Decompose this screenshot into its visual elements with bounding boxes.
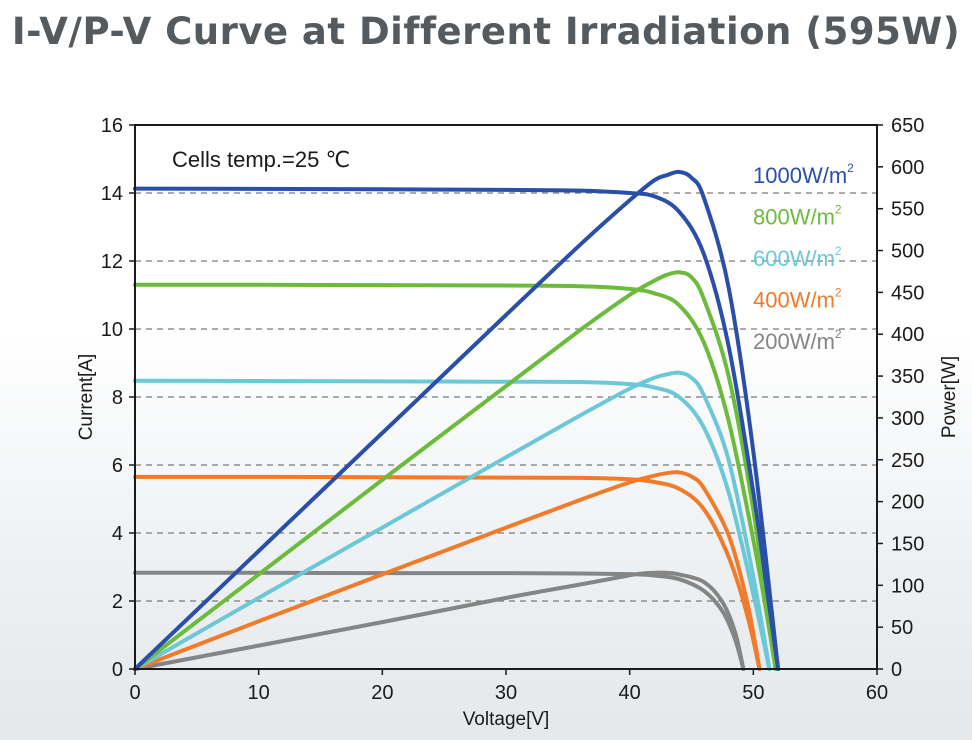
y-right-tick-label: 200 (891, 492, 924, 514)
pv-curve-1000wm (133, 169, 781, 671)
y-right-axis-ticks: 0 50 100 150 200 250 300 350 400 450 500 550 600 650 (877, 115, 924, 681)
y-left-axis-ticks: 0 2 4 6 8 10 12 14 16 (101, 115, 135, 681)
curve-layer (133, 169, 781, 671)
pv-curve-400wm (133, 470, 762, 671)
x-tick-label: 40 (619, 682, 641, 704)
y-left-axis-label: Current[A] (76, 354, 97, 441)
legend-superscript: 2 (847, 161, 854, 175)
x-axis-label: Voltage[V] (463, 709, 550, 730)
y-right-tick-label: 0 (891, 659, 902, 681)
y-right-tick-label: 400 (891, 324, 924, 346)
y-left-tick-label: 14 (101, 183, 123, 205)
y-right-tick-label: 350 (891, 366, 924, 388)
y-left-tick-label: 0 (112, 659, 123, 681)
legend-superscript: 2 (835, 286, 842, 300)
chart-title: I-V/P-V Curve at Different Irradiation (… (11, 10, 961, 53)
y-right-tick-label: 300 (891, 408, 924, 430)
y-right-tick-label: 600 (891, 157, 924, 179)
y-left-tick-label: 10 (101, 319, 123, 341)
pv-curve-200wm (133, 570, 746, 671)
legend-label: 200W/m (753, 329, 835, 354)
iv-curve-200wm (133, 570, 746, 671)
y-right-tick-label: 100 (891, 575, 924, 597)
iv-curve-600wm (133, 378, 772, 671)
y-left-tick-label: 6 (112, 455, 123, 477)
legend-item: 800W/m2 (753, 203, 842, 230)
x-tick-label: 20 (371, 682, 393, 704)
pv-curve-800wm (133, 270, 778, 671)
y-right-tick-label: 500 (891, 241, 924, 263)
x-tick-label: 0 (129, 682, 140, 704)
temperature-annotation: Cells temp.=25 ℃ (172, 147, 350, 172)
legend-item: 1000W/m2 (753, 161, 854, 188)
x-axis-ticks: 0 10 20 30 40 50 60 (129, 669, 888, 704)
y-right-tick-label: 50 (891, 617, 913, 639)
y-left-tick-label: 12 (101, 251, 123, 273)
y-left-tick-label: 4 (112, 523, 123, 545)
pv-curve-600wm (133, 370, 772, 671)
legend-superscript: 2 (835, 244, 842, 258)
legend-item: 400W/m2 (753, 286, 842, 313)
legend-item: 600W/m2 (753, 244, 842, 271)
y-right-tick-label: 450 (891, 282, 924, 304)
iv-curve-400wm (133, 474, 762, 671)
legend-label: 400W/m (753, 288, 835, 313)
legend-label: 600W/m (753, 246, 835, 271)
y-left-tick-label: 8 (112, 387, 123, 409)
x-tick-label: 10 (248, 682, 270, 704)
legend-superscript: 2 (835, 327, 842, 341)
legend-superscript: 2 (835, 203, 842, 217)
y-right-tick-label: 250 (891, 450, 924, 472)
y-right-tick-label: 650 (891, 115, 924, 137)
y-left-tick-label: 2 (112, 591, 123, 613)
iv-curve-1000wm (133, 186, 781, 671)
y-right-tick-label: 150 (891, 533, 924, 555)
x-tick-label: 60 (866, 682, 888, 704)
legend-label: 1000W/m (753, 163, 847, 188)
legend-item: 200W/m2 (753, 327, 842, 354)
iv-curve-800wm (133, 282, 778, 671)
legend-label: 800W/m (753, 205, 835, 230)
x-tick-label: 30 (495, 682, 517, 704)
x-tick-label: 50 (742, 682, 764, 704)
y-right-axis-label: Power[W] (939, 356, 960, 438)
y-right-tick-label: 550 (891, 199, 924, 221)
y-left-tick-label: 16 (101, 115, 123, 137)
